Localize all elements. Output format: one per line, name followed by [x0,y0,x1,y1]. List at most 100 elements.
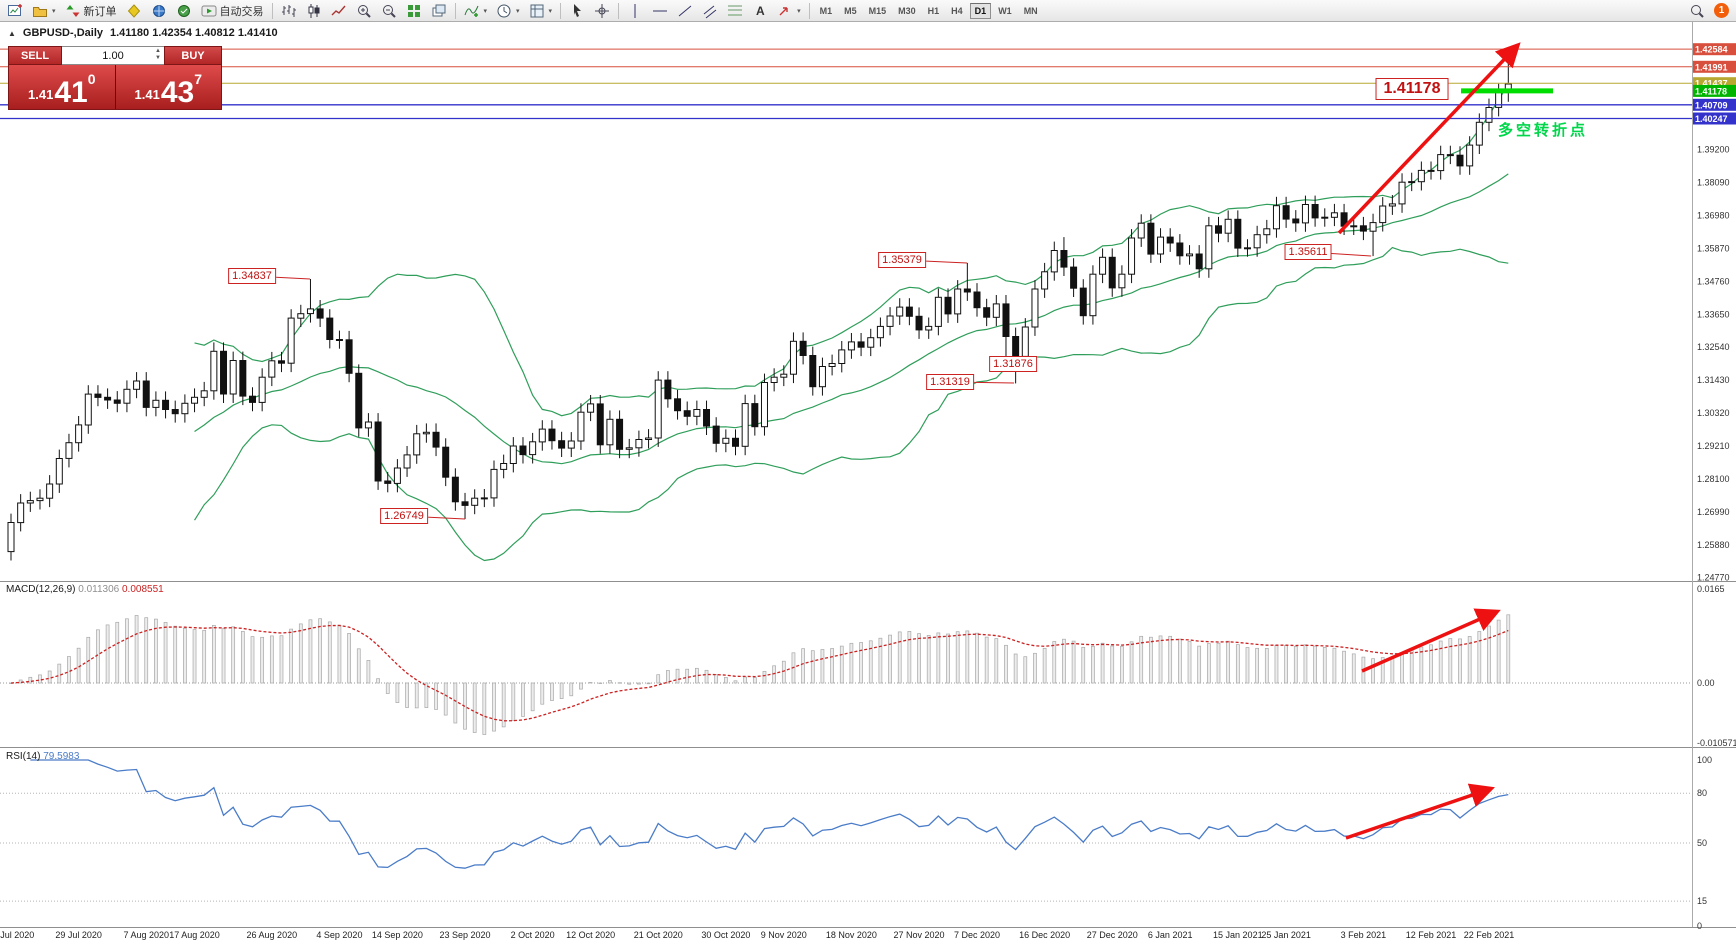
svg-text:18 Nov 2020: 18 Nov 2020 [826,930,877,940]
timeframe-m1[interactable]: M1 [819,5,833,16]
svg-text:25 Jan 2021: 25 Jan 2021 [1261,930,1311,940]
collapse-panel-icon[interactable]: ▲ [8,28,16,38]
svg-text:15 Jan 2021: 15 Jan 2021 [1213,930,1263,940]
cascade-windows-button[interactable] [427,1,451,20]
trend-arrow[interactable] [1337,42,1521,235]
svg-text:1.41437: 1.41437 [1695,79,1728,89]
grid-layer [0,22,1736,928]
buy-price-button[interactable]: 1.41 43 7 [115,65,221,109]
axis-price-tag [1693,60,1736,73]
text-tool-button[interactable]: A [748,1,772,20]
zoom-out-button[interactable] [377,1,401,20]
svg-text:1.34760: 1.34760 [1697,276,1730,286]
timeframe-w1[interactable]: W1 [998,5,1012,16]
candles-layer[interactable] [7,56,1512,561]
volume-input[interactable]: 1.00 ▲ ▼ [62,46,164,65]
timeframe-mn[interactable]: MN [1023,5,1038,16]
signals-button[interactable] [172,1,196,20]
fibonacci-button[interactable] [723,1,747,20]
sell-label-button[interactable]: SELL [8,46,62,65]
cursor-icon [574,3,582,17]
svg-text:7 Dec 2020: 7 Dec 2020 [954,930,1000,940]
rsi-pane-label: RSI(14) 79.5983 [6,751,79,762]
metaeditor-button[interactable] [122,1,146,20]
key-price-label[interactable]: 1.41178 [1375,78,1449,100]
timeframe-h4[interactable]: H4 [951,5,963,16]
svg-text:0.00: 0.00 [1697,678,1715,688]
search-button[interactable] [1685,1,1709,20]
zoom-in-button[interactable] [352,1,376,20]
channel-button[interactable] [698,1,722,20]
template-icon [530,4,544,17]
fibonacci-icon [728,5,743,15]
timeframe-d1[interactable]: D1 [969,2,992,19]
svg-text:-0.010571: -0.010571 [1697,738,1736,748]
svg-text:100: 100 [1697,755,1712,765]
timeframe-m30[interactable]: M30 [898,5,916,16]
new-order-button[interactable]: 新订单 [61,1,121,20]
timeframe-m15[interactable]: M15 [868,5,887,16]
arrows-tool-button[interactable]: ▾ [773,1,805,20]
svg-text:27 Dec 2020: 27 Dec 2020 [1087,930,1138,940]
svg-text:3 Feb 2021: 3 Feb 2021 [1341,930,1387,940]
stepper-up-icon[interactable]: ▲ [155,48,161,54]
candlestick-chart-button[interactable] [302,1,326,20]
new-chart-button[interactable] [3,1,27,20]
horizontal-line-button[interactable] [648,1,672,20]
toolbar: ▾ 新订单 自动交易 ▾ ▾ ▾ A ▾ M1 M5 M15 M30 H1 H4 D1 W1 M… [0,0,1736,22]
svg-text:1.42584: 1.42584 [1695,45,1728,55]
axis-price-tag [1693,112,1736,125]
auto-trading-button[interactable]: 自动交易 [197,1,268,20]
buy-label-button[interactable]: BUY [164,46,222,65]
toolbar-separator [618,2,620,19]
svg-text:1.35870: 1.35870 [1697,243,1730,253]
tile-windows-button[interactable] [402,1,426,20]
toolbar-separator [560,2,562,19]
annotation-layer[interactable] [251,42,1553,840]
clock-icon [497,4,511,17]
indicators-button[interactable]: ▾ [460,1,492,20]
svg-text:27 Nov 2020: 27 Nov 2020 [894,930,945,940]
new-order-label: 新订单 [83,5,117,18]
buy-price-sup: 7 [194,71,202,87]
svg-text:A: A [756,4,765,18]
notification-badge[interactable]: 1 [1714,3,1729,18]
market-button[interactable] [147,1,171,20]
crosshair-button[interactable] [590,1,614,20]
svg-text:29 Jul 2020: 29 Jul 2020 [55,930,102,940]
profiles-button[interactable]: ▾ [28,1,60,20]
trendline-button[interactable] [673,1,697,20]
chart-ohlc-values: 1.41180 1.42354 1.40812 1.41410 [110,27,278,39]
timeframe-m5[interactable]: M5 [844,5,857,16]
svg-text:9 Nov 2020: 9 Nov 2020 [761,930,807,940]
bar-chart-button[interactable] [277,1,301,20]
timeframe-group: M1 M5 M15 M30 H1 H4 D1 W1 MN [814,2,1044,19]
bar-chart-icon [281,4,296,17]
svg-text:7 Aug 2020: 7 Aug 2020 [123,930,169,940]
volume-stepper[interactable]: ▲ ▼ [155,48,161,62]
trend-arrow[interactable] [1361,608,1501,673]
timeframe-h1[interactable]: H1 [927,5,940,16]
trend-arrow[interactable] [1345,783,1495,840]
svg-text:23 Sep 2020: 23 Sep 2020 [439,930,490,940]
svg-text:1.41991: 1.41991 [1695,62,1728,72]
svg-text:26 Aug 2020: 26 Aug 2020 [247,930,298,940]
new-order-icon [66,4,80,17]
profiles-folder-icon [33,6,47,17]
channel-icon [703,5,717,18]
templates-button[interactable]: ▾ [525,1,557,20]
cursor-button[interactable] [565,1,589,20]
new-chart-icon [8,3,22,16]
svg-text:1.36980: 1.36980 [1697,210,1730,220]
zoom-in-icon [357,4,371,18]
vertical-line-button[interactable] [623,1,647,20]
sell-price-button[interactable]: 1.41 41 0 [9,65,115,109]
horizontal-line-icon [653,10,668,11]
buy-price-prefix: 1.41 [134,87,160,102]
line-chart-button[interactable] [327,1,351,20]
svg-text:1.24770: 1.24770 [1697,573,1730,583]
stepper-down-icon[interactable]: ▼ [155,55,161,61]
axes-layer[interactable]: 1.39200 1.38090 1.36980 1.35870 1.34760 1.336… [0,43,1736,940]
periods-button[interactable]: ▾ [492,1,524,20]
